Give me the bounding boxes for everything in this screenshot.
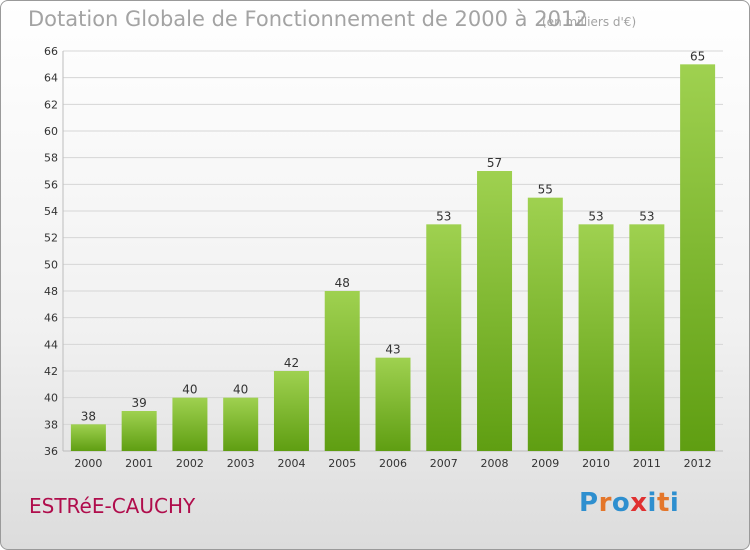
y-tick-label: 52: [44, 232, 58, 245]
logo-letter: i: [669, 488, 680, 518]
data-label-2002: 40: [182, 383, 197, 397]
logo-letter: r: [598, 488, 612, 518]
data-label-2011: 53: [639, 209, 654, 223]
logo-letter: i: [647, 488, 657, 518]
y-tick-label: 40: [44, 392, 58, 405]
x-tick-label: 2005: [328, 457, 356, 470]
bar-2006: [375, 357, 411, 451]
proxiti-logo: Proxiti: [579, 488, 679, 518]
x-tick-label: 2010: [582, 457, 610, 470]
y-tick-label: 54: [44, 205, 58, 218]
data-label-2012: 65: [690, 49, 705, 63]
data-label-2008: 57: [487, 156, 502, 170]
x-tick-label: 2002: [176, 457, 204, 470]
logo-letter: x: [630, 488, 648, 518]
logo-letter: P: [579, 488, 599, 518]
data-label-2004: 42: [284, 356, 299, 370]
bar-2002: [172, 397, 208, 451]
x-tick-label: 2008: [481, 457, 509, 470]
x-tick-label: 2007: [430, 457, 458, 470]
y-tick-label: 58: [44, 152, 58, 165]
y-tick-label: 42: [44, 365, 58, 378]
y-tick-label: 48: [44, 285, 58, 298]
y-tick-label: 60: [44, 125, 58, 138]
data-label-2007: 53: [436, 209, 451, 223]
y-tick-label: 46: [44, 312, 58, 325]
bar-2005: [324, 291, 360, 451]
y-tick-label: 56: [44, 178, 58, 191]
bar-2010: [578, 224, 614, 451]
bar-2004: [273, 371, 309, 451]
x-tick-label: 2012: [684, 457, 712, 470]
bar-2012: [680, 64, 716, 452]
bar-2007: [426, 224, 462, 451]
bar-2000: [70, 424, 106, 451]
chart-title: Dotation Globale de Fonctionnement de 20…: [28, 7, 588, 31]
x-axis-tick-labels: 2000 2001 2002 2003 2004 2005 2006 2007 2008 2009…: [74, 457, 711, 470]
data-label-2000: 38: [81, 409, 96, 423]
data-label-2001: 39: [132, 396, 147, 410]
bar-2001: [121, 411, 157, 451]
x-tick-label: 2000: [74, 457, 102, 470]
x-tick-label: 2011: [633, 457, 661, 470]
bar-2008: [477, 171, 513, 451]
y-tick-label: 44: [44, 338, 58, 351]
commune-name: ESTRéE-CAUCHY: [29, 494, 196, 518]
data-label-2006: 43: [385, 343, 400, 357]
y-axis-tick-labels: 36 38 40 42 44 46 48 50 52 54 56 58 60 62 64 66: [44, 45, 58, 458]
x-tick-label: 2001: [125, 457, 153, 470]
logo-letter: o: [611, 488, 631, 518]
data-label-2005: 48: [335, 276, 350, 290]
data-label-2003: 40: [233, 383, 248, 397]
x-tick-label: 2009: [531, 457, 559, 470]
bar-2011: [629, 224, 665, 451]
chart-unit: (en milliers d'€): [542, 15, 637, 29]
logo-letter: t: [656, 488, 670, 518]
y-tick-label: 62: [44, 98, 58, 111]
data-labels: 38 39 40 40 42 48 43 53 57 55 53 53 65: [81, 49, 706, 423]
data-label-2010: 53: [588, 209, 603, 223]
x-tick-label: 2006: [379, 457, 407, 470]
x-tick-label: 2004: [277, 457, 305, 470]
y-tick-label: 66: [44, 45, 58, 58]
bar-2003: [223, 397, 259, 451]
bars: [70, 64, 716, 452]
y-tick-label: 64: [44, 72, 58, 85]
y-tick-label: 38: [44, 418, 58, 431]
y-tick-label: 36: [44, 445, 58, 458]
x-tick-label: 2003: [227, 457, 255, 470]
bar-2009: [527, 197, 563, 451]
y-tick-label: 50: [44, 258, 58, 271]
data-label-2009: 55: [538, 183, 553, 197]
